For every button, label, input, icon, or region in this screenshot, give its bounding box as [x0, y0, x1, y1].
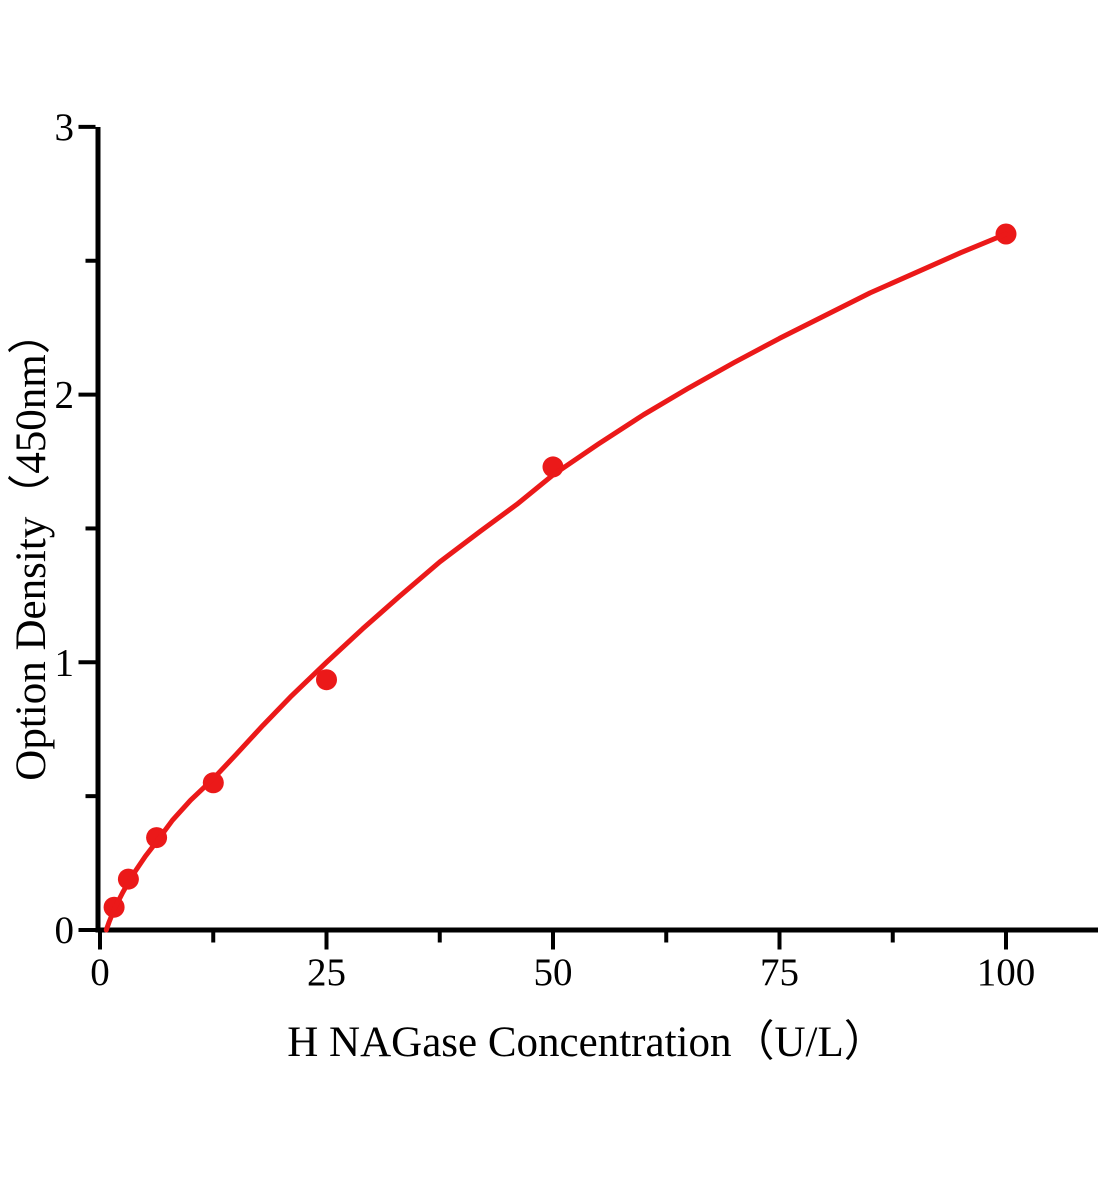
y-axis-tick-label: 3 [55, 106, 75, 149]
x-axis-tick-label: 25 [307, 951, 346, 994]
x-axis-tick-label: 100 [977, 951, 1036, 994]
x-axis-title: H NAGase Concentration（U/L） [287, 1019, 886, 1066]
axes [95, 127, 1098, 933]
data-point [316, 669, 337, 691]
data-point [202, 772, 224, 794]
x-axis-tick-label: 50 [534, 951, 573, 994]
y-axis-tick-label: 2 [55, 374, 75, 417]
axis-ticks [78, 124, 1008, 950]
y-axis-tick-label: 1 [55, 641, 75, 684]
y-axis-title: Option Density（450nm） [8, 311, 55, 780]
x-axis-tick-label: 75 [760, 951, 799, 994]
y-axis-tick-label: 0 [55, 909, 75, 952]
x-axis-tick-label: 0 [90, 951, 110, 994]
axis-tick-labels: 0 25 50 75 100 0 1 2 3 [55, 106, 1036, 994]
fit-curve [103, 231, 1009, 933]
data-series [103, 223, 1017, 933]
